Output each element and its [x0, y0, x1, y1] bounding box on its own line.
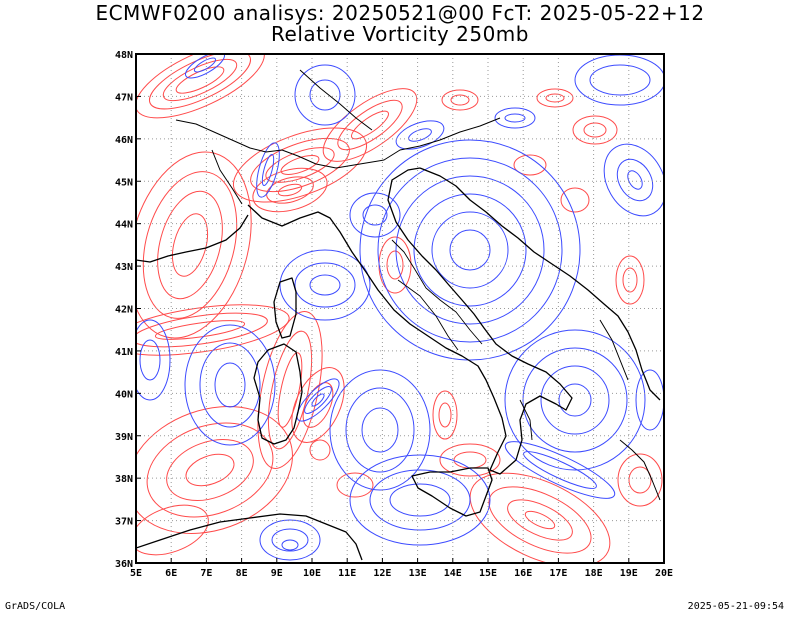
negative-vorticity-contours: [136, 54, 664, 561]
lon-tick-label: 11E: [338, 568, 356, 579]
footer-timestamp: 2025-05-21-09:54: [687, 601, 784, 612]
longitude-axis: 5E 6E 7E 8E 9E 10E 11E 12E 13E 14E 15E 16E 17E 18E 19E…: [130, 558, 673, 579]
coastlines: [136, 69, 661, 561]
lon-tick-label: 5E: [130, 568, 142, 579]
lon-tick-label: 10E: [303, 568, 321, 579]
lon-tick-label: 18E: [585, 568, 603, 579]
lon-tick-label: 20E: [655, 568, 673, 579]
positive-vorticity-contours: [136, 54, 663, 563]
lon-tick-label: 9E: [271, 568, 283, 579]
footer-credit: GrADS/COLA: [5, 601, 66, 612]
lon-tick-label: 14E: [444, 568, 462, 579]
lon-tick-label: 6E: [165, 568, 177, 579]
lat-tick-label: 36N: [115, 559, 133, 570]
lon-tick-label: 8E: [236, 568, 248, 579]
lon-tick-label: 17E: [549, 568, 567, 579]
lat-tick-label: 41N: [115, 347, 133, 358]
lat-tick-label: 42N: [115, 305, 133, 316]
lon-tick-label: 15E: [479, 568, 497, 579]
lon-tick-label: 16E: [514, 568, 532, 579]
lon-tick-label: 19E: [620, 568, 638, 579]
lat-tick-label: 37N: [115, 517, 133, 528]
lon-tick-label: 7E: [200, 568, 212, 579]
latitude-axis: 36N 37N 38N 39N 40N 41N 42N 43N 44N 45N 46N 47N 48N: [115, 50, 141, 570]
lat-tick-label: 44N: [115, 220, 133, 231]
chart-subtitle: Relative Vorticity 250mb: [271, 22, 529, 46]
chart-title: ECMWF0200 analisys: 20250521@00 FcT: 202…: [95, 1, 705, 25]
lat-tick-label: 39N: [115, 432, 133, 443]
lat-lon-grid: [136, 54, 664, 563]
lat-tick-label: 38N: [115, 474, 133, 485]
lon-tick-label: 12E: [373, 568, 391, 579]
lon-tick-label: 13E: [409, 568, 427, 579]
lat-tick-label: 47N: [115, 92, 133, 103]
lat-tick-label: 45N: [115, 177, 133, 188]
lat-tick-label: 40N: [115, 389, 133, 400]
lat-tick-label: 43N: [115, 262, 133, 273]
lat-tick-label: 46N: [115, 135, 133, 146]
lat-tick-label: 48N: [115, 50, 133, 61]
